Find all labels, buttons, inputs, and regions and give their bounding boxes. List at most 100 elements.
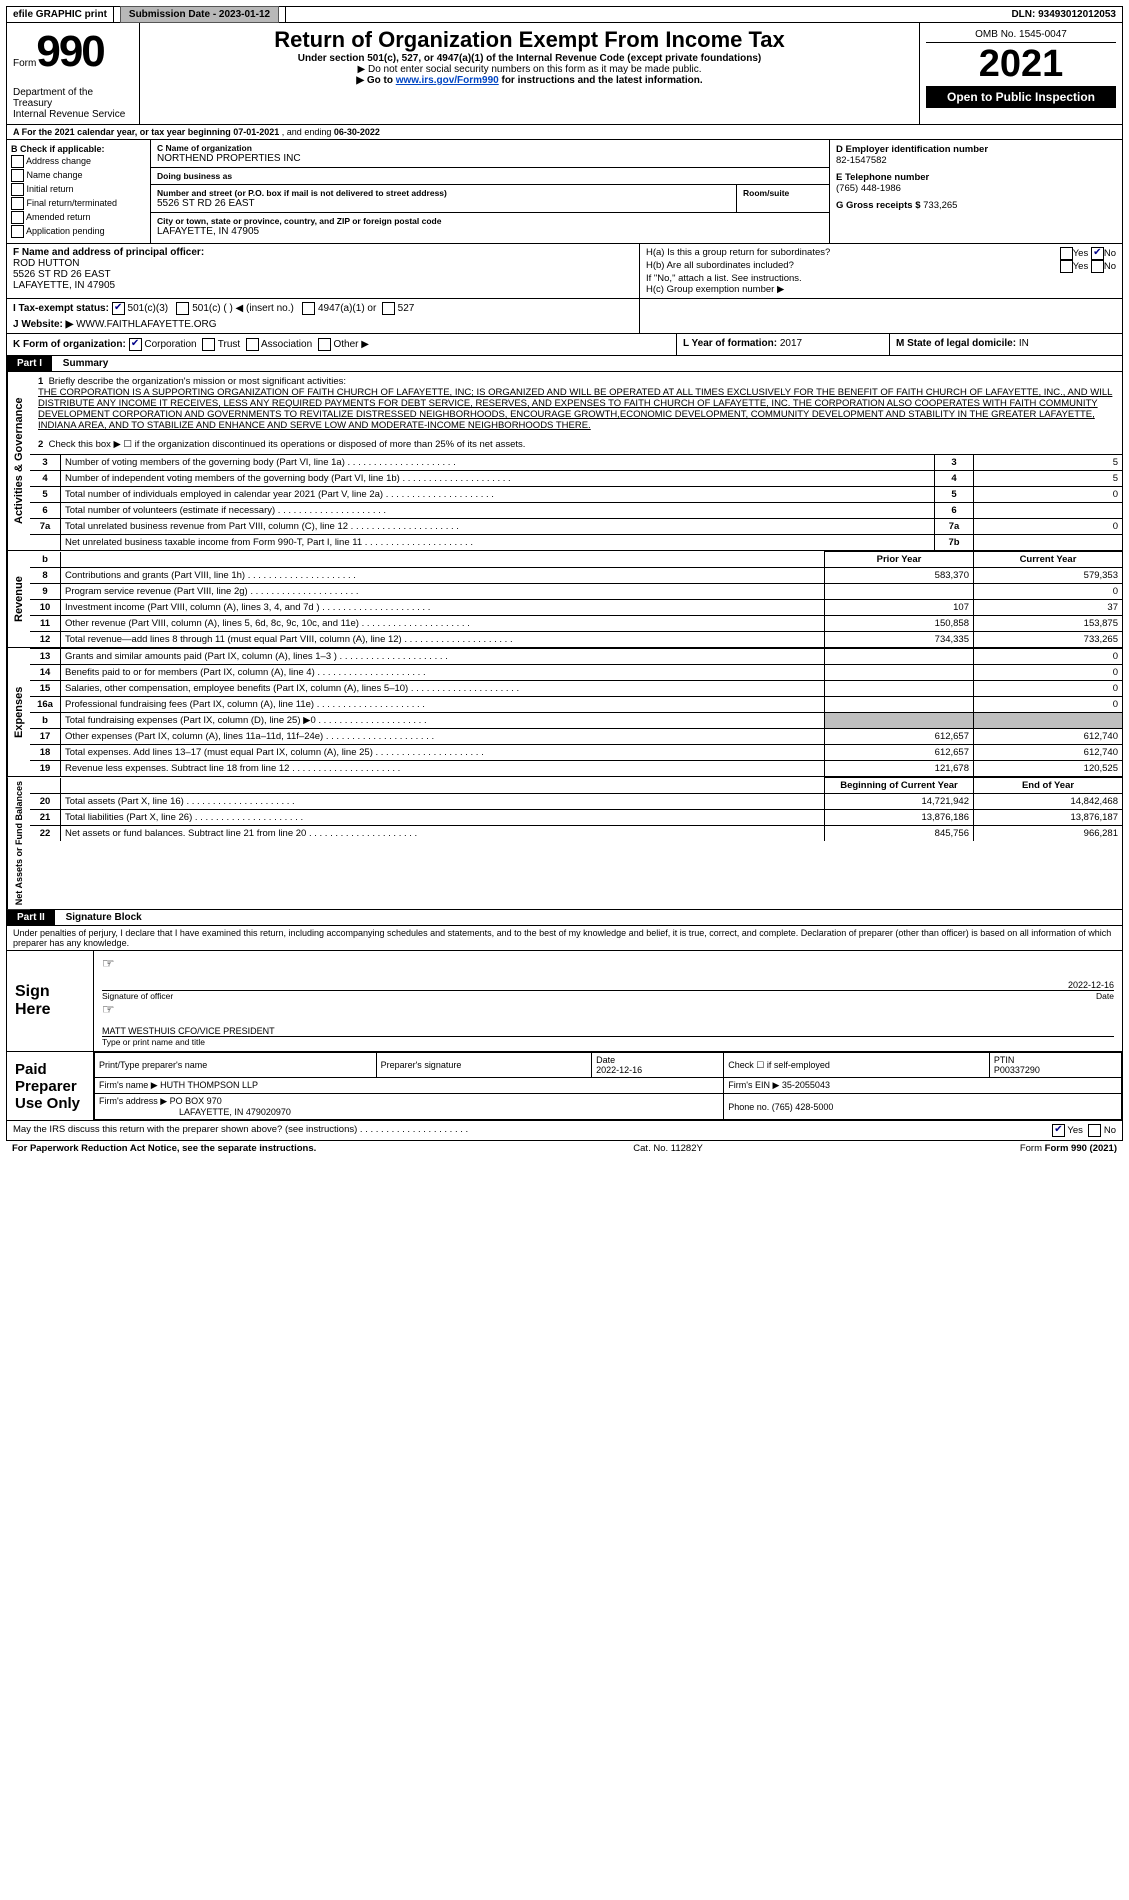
expense-line: 14Benefits paid to or for members (Part …: [30, 665, 1122, 681]
year-cell: OMB No. 1545-0047 2021 Open to Public In…: [920, 23, 1122, 124]
cb-4947[interactable]: [302, 302, 315, 315]
ein-value: 82-1547582: [836, 155, 1116, 166]
pra-notice: For Paperwork Reduction Act Notice, see …: [12, 1143, 316, 1154]
part-i-activities: Activities & Governance 1 Briefly descri…: [6, 372, 1123, 551]
subtitle-1: Under section 501(c), 527, or 4947(a)(1)…: [146, 53, 913, 64]
col-self-employed: Check ☐ if self-employed: [724, 1053, 990, 1078]
summary-line: Net unrelated business taxable income fr…: [30, 535, 1122, 551]
org-name: NORTHEND PROPERTIES INC: [157, 153, 823, 164]
cb-501c[interactable]: [176, 302, 189, 315]
row-h-continued: [640, 299, 1122, 333]
entity-grid: B Check if applicable: Address change Na…: [6, 140, 1123, 244]
revenue-line: 11Other revenue (Part VIII, column (A), …: [30, 616, 1122, 632]
revenue-line: 8Contributions and grants (Part VIII, li…: [30, 568, 1122, 584]
form-number-cell: Form990 Department of the Treasury Inter…: [7, 23, 140, 124]
cb-name-change[interactable]: Name change: [11, 169, 146, 182]
cb-other[interactable]: [318, 338, 331, 351]
omb-number: OMB No. 1545-0047: [926, 27, 1116, 43]
part-i-badge: Part I: [7, 356, 52, 371]
top-bar: efile GRAPHIC print Submission Date - 20…: [6, 6, 1123, 23]
principal-officer: F Name and address of principal officer:…: [7, 244, 640, 298]
col-preparer-name: Print/Type preparer's name: [95, 1053, 377, 1078]
summary-line: 3Number of voting members of the governi…: [30, 455, 1122, 471]
cb-trust[interactable]: [202, 338, 215, 351]
part-i-netassets: Net Assets or Fund Balances Beginning of…: [6, 777, 1123, 910]
main-title: Return of Organization Exempt From Incom…: [146, 27, 913, 53]
cb-amended-return[interactable]: Amended return: [11, 211, 146, 224]
pointer-icon: ☞: [102, 955, 115, 972]
form990-link[interactable]: www.irs.gov/Form990: [396, 75, 499, 86]
efile-label: efile GRAPHIC print: [7, 7, 114, 22]
expense-line: 17Other expenses (Part IX, column (A), l…: [30, 729, 1122, 745]
cb-corporation[interactable]: [129, 338, 142, 351]
row-j-label: J Website: ▶: [13, 319, 73, 330]
col-c-org-info: C Name of organization NORTHEND PROPERTI…: [151, 140, 829, 243]
col-b-header: B Check if applicable:: [11, 144, 146, 154]
city-cell: City or town, state or province, country…: [151, 213, 829, 240]
h-b: H(b) Are all subordinates included? Yes …: [646, 260, 1116, 273]
summary-line: 7aTotal unrelated business revenue from …: [30, 519, 1122, 535]
firm-addr-cell: Firm's address ▶ PO BOX 970LAFAYETTE, IN…: [95, 1094, 724, 1120]
firm-tel-cell: Phone no. (765) 428-5000: [724, 1094, 1122, 1120]
col-prior-year: Prior Year: [825, 552, 974, 568]
cb-application-pending[interactable]: Application pending: [11, 225, 146, 238]
tax-year: 2021: [926, 43, 1116, 86]
cb-final-return[interactable]: Final return/terminated: [11, 197, 146, 210]
cb-discuss-yes[interactable]: [1052, 1124, 1065, 1137]
part-ii-header-row: Part II Signature Block: [6, 910, 1123, 926]
paid-preparer-content: Print/Type preparer's name Preparer's si…: [94, 1052, 1122, 1120]
street-cell: Number and street (or P.O. box if mail i…: [151, 185, 737, 212]
col-d-right: D Employer identification number 82-1547…: [829, 140, 1122, 243]
netassets-table: Beginning of Current YearEnd of Year 20T…: [30, 777, 1122, 841]
sign-here-content: ☞ 2022-12-16 Signature of officerDate ☞ …: [94, 951, 1122, 1051]
expense-line: 13Grants and similar amounts paid (Part …: [30, 649, 1122, 665]
summary-line: 5Total number of individuals employed in…: [30, 487, 1122, 503]
paid-preparer-label: Paid Preparer Use Only: [7, 1052, 94, 1120]
gross-receipts-cell: G Gross receipts $ 733,265: [836, 200, 1116, 211]
cb-discuss-no[interactable]: [1088, 1124, 1101, 1137]
org-name-cell: C Name of organization NORTHEND PROPERTI…: [151, 140, 829, 168]
cb-501c3[interactable]: [112, 302, 125, 315]
preparer-table: Print/Type preparer's name Preparer's si…: [94, 1052, 1122, 1120]
firm-ein-cell: Firm's EIN ▶ 35-2055043: [724, 1078, 1122, 1094]
part-i-expenses: Expenses 13Grants and similar amounts pa…: [6, 648, 1123, 777]
dba-cell: Doing business as: [151, 168, 829, 185]
side-revenue: Revenue: [7, 551, 30, 647]
submission-date-button[interactable]: Submission Date - 2023-01-12: [120, 6, 279, 23]
summary-line: 4Number of independent voting members of…: [30, 471, 1122, 487]
website-value: WWW.FAITHLAFAYETTE.ORG: [76, 319, 216, 330]
dept-treasury: Department of the Treasury: [13, 87, 133, 109]
part-ii-badge: Part II: [7, 910, 55, 925]
tel-value: (765) 448-1986: [836, 183, 1116, 194]
revenue-line: 12Total revenue—add lines 8 through 11 (…: [30, 632, 1122, 648]
subtitle-3: ▶ Go to www.irs.gov/Form990 for instruct…: [146, 75, 913, 86]
side-net-assets: Net Assets or Fund Balances: [7, 777, 30, 909]
part-i-header-row: Part I Summary: [6, 356, 1123, 372]
revenue-line: 9Program service revenue (Part VIII, lin…: [30, 584, 1122, 600]
cb-address-change[interactable]: Address change: [11, 155, 146, 168]
revenue-table: bPrior YearCurrent Year 8Contributions a…: [30, 551, 1122, 647]
row-i: I Tax-exempt status: 501(c)(3) 501(c) ( …: [7, 299, 640, 333]
expense-line: 15Salaries, other compensation, employee…: [30, 681, 1122, 697]
col-preparer-sig: Preparer's signature: [376, 1053, 592, 1078]
cb-527[interactable]: [382, 302, 395, 315]
cb-initial-return[interactable]: Initial return: [11, 183, 146, 196]
room-cell: Room/suite: [737, 185, 829, 212]
perjury-declaration: Under penalties of perjury, I declare th…: [6, 926, 1123, 951]
cb-association[interactable]: [246, 338, 259, 351]
open-public-badge: Open to Public Inspection: [926, 86, 1116, 108]
col-end-year: End of Year: [974, 778, 1123, 794]
form-footer: Form Form 990 (2021): [1020, 1143, 1117, 1154]
line-2: 2 Check this box ▶ ☐ if the organization…: [30, 435, 1122, 454]
activities-body: 1 Briefly describe the organization's mi…: [30, 372, 1122, 550]
sign-here-label: Sign Here: [7, 951, 94, 1051]
tel-cell: E Telephone number (765) 448-1986: [836, 172, 1116, 194]
h-a: H(a) Is this a group return for subordin…: [646, 247, 1116, 260]
row-f-h: F Name and address of principal officer:…: [6, 244, 1123, 299]
col-b-checkboxes: B Check if applicable: Address change Na…: [7, 140, 151, 243]
netasset-line: 21Total liabilities (Part X, line 26)13,…: [30, 810, 1122, 826]
expenses-table: 13Grants and similar amounts paid (Part …: [30, 648, 1122, 776]
ein-cell: D Employer identification number 82-1547…: [836, 144, 1116, 166]
revenue-line: 10Investment income (Part VIII, column (…: [30, 600, 1122, 616]
form-header: Form990 Department of the Treasury Inter…: [6, 23, 1123, 125]
